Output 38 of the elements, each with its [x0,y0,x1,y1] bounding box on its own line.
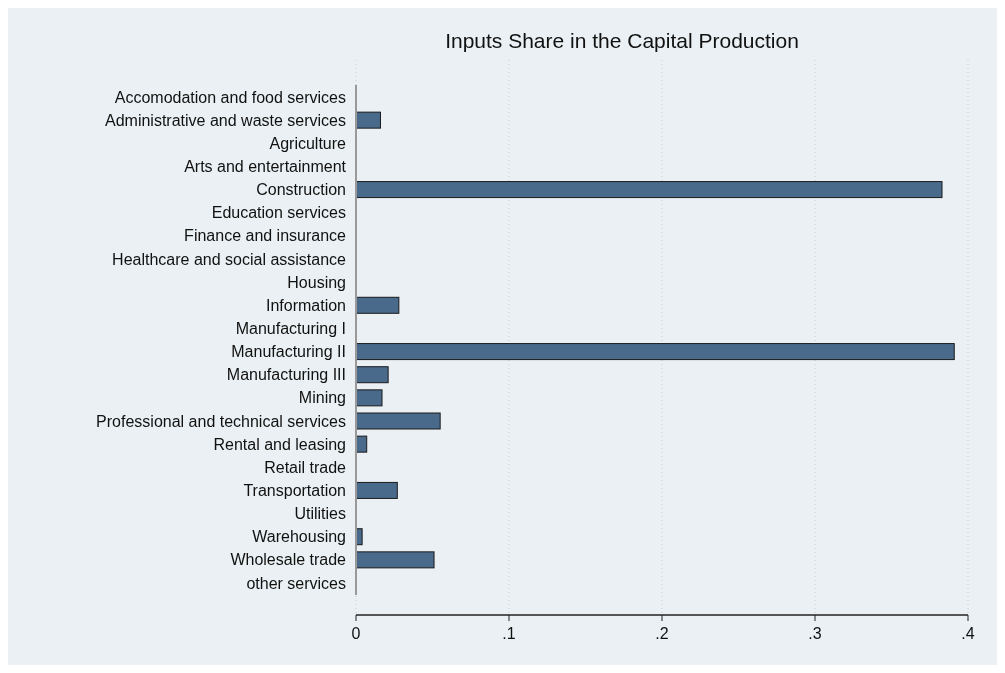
bar [355,412,441,430]
chart-title: Inputs Share in the Capital Production [445,29,799,52]
bar [355,366,389,384]
y-tick-label: Information [265,296,346,314]
x-tick-label: 0 [351,625,361,642]
bar [355,481,398,499]
y-tick-label: Professional and technical services [96,412,346,430]
y-tick-label: other services [246,574,346,592]
y-tick-label: Utilities [294,505,346,523]
bar [355,111,381,129]
y-tick-label: Warehousing [252,528,346,546]
y-tick-label: Construction [256,181,346,199]
x-tick-label: .4 [961,625,975,642]
y-tick-label: Housing [287,273,346,291]
y-tick-label: Transportation [243,482,346,500]
bar [355,551,435,569]
bar [355,181,943,199]
y-tick-label: Retail trade [264,458,347,476]
x-tick-label: .3 [808,625,822,642]
y-tick-label: Finance and insurance [184,227,347,245]
bar [355,343,955,361]
y-tick-label: Manufacturing III [226,366,346,384]
y-tick-label: Healthcare and social assistance [112,250,347,268]
y-tick-label: Agriculture [269,134,347,152]
y-tick-label: Mining [298,389,346,407]
bar [355,389,383,407]
y-tick-label: Manufacturing I [235,320,346,338]
bar [355,296,400,314]
y-tick-label: Manufacturing II [231,343,346,361]
y-tick-label: Education services [211,204,346,222]
bar [355,435,368,453]
y-tick-label: Wholesale trade [230,551,347,569]
x-tick-label: .1 [502,625,516,642]
y-tick-label: Accomodation and food services [114,88,346,106]
y-tick-label: Administrative and waste services [105,111,346,129]
y-tick-label: Rental and leasing [213,435,346,453]
y-tick-label: Arts and entertainment [184,158,347,176]
x-tick-label: .2 [655,625,669,642]
